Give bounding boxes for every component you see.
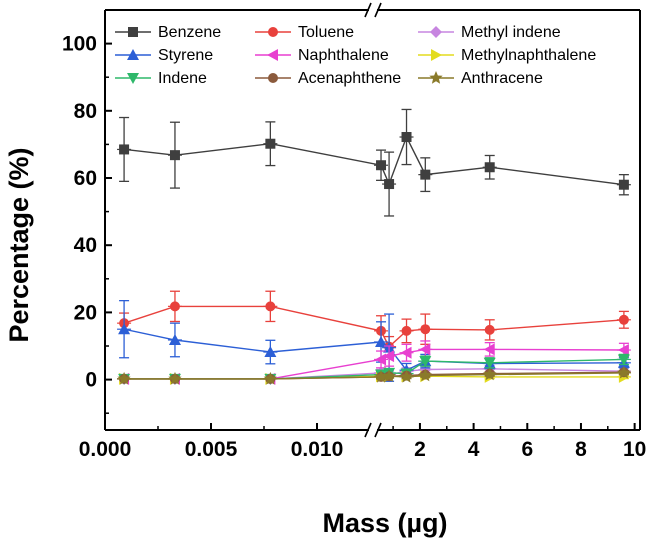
data-point-naphthalene [383,350,395,363]
y-tick-label: 60 [74,167,97,190]
data-point-indene [419,356,432,368]
data-point-indene [617,354,630,366]
axis-break-mark [374,2,382,18]
data-point-anthracene [382,369,396,382]
data-point-benzene [384,179,395,190]
series-styrene [117,299,631,382]
data-point-toluene [420,324,431,335]
legend-entry-acenaphthene: Acenaphthene [255,70,401,87]
legend-marker [431,49,442,61]
data-point-benzene [420,169,431,180]
data-point-benzene [119,144,130,155]
data-point-naphthalene [617,344,629,357]
data-point-toluene [265,301,276,312]
legend-entry-methylnaphthalene: Methylnaphthalene [418,47,596,64]
data-point-styrene [118,323,131,335]
series-line-benzene [124,135,624,186]
legend-marker [429,71,443,84]
data-point-anthracene [617,365,631,379]
legend-label: Benzene [158,24,221,41]
data-point-styrene [264,346,277,358]
y-axis-title: Percentage (%) [4,147,34,342]
series-anthracene [117,365,631,385]
legend-entry-toluene: Toluene [255,24,354,41]
legend-marker [268,73,278,83]
data-point-benzene [401,132,412,143]
legend-label: Naphthalene [298,47,389,64]
series-toluene [117,290,631,358]
legend-label: Toluene [298,24,354,41]
data-point-styrene [375,335,388,347]
y-tick-label: 80 [74,100,97,123]
data-point-anthracene [399,369,414,383]
legend: Benzene Toluene Methyl indene Styrene Naphth… [115,24,596,87]
data-point-benzene [265,138,276,149]
axis-break-mark [364,422,372,438]
series-line-toluene [123,305,624,348]
axis-break-mark [374,422,382,438]
data-point-anthracene [168,371,182,385]
legend-label: Indene [158,70,207,87]
legend-entry-benzene: Benzene [115,24,221,41]
x-tick-label: 0.005 [185,438,238,461]
axes-layer: 0 20 40 60 80 100 0.000 0.005 0.010 2 4 6 8 10 [62,2,646,461]
x-tick-label: 0.010 [291,438,344,461]
legend-label: Styrene [158,47,213,64]
data-point-naphthalene [483,343,495,356]
legend-entry-methyl-indene: Methyl indene [418,24,561,41]
data-point-anthracene [418,368,432,382]
data-point-benzene [169,150,180,161]
y-tick-label: 100 [62,33,97,56]
x-tick-label: 6 [521,438,533,461]
y-tick-label: 0 [85,369,97,392]
data-point-anthracene [483,367,497,381]
y-tick-label: 20 [74,301,97,324]
series-layer [117,108,631,385]
x-tick-label: 0.000 [79,438,132,461]
axis-break-mark [364,2,372,18]
data-point-toluene [401,325,412,336]
data-point-styrene [168,333,181,345]
x-axis-title: Mass (µg) [322,508,447,538]
data-point-benzene [618,179,629,190]
legend-entry-styrene: Styrene [115,47,213,64]
legend-marker [430,26,442,38]
x-tick-label: 2 [414,438,426,461]
data-point-indene [483,357,496,369]
legend-label: Methylnaphthalene [461,47,596,64]
series-benzene [117,108,631,217]
legend-entry-anthracene: Anthracene [418,70,543,87]
legend-label: Methyl indene [461,24,561,41]
data-point-anthracene [263,371,277,385]
legend-entry-indene: Indene [115,70,207,87]
data-point-benzene [484,162,495,173]
legend-marker [267,49,278,61]
data-point-benzene [376,160,387,171]
legend-label: Anthracene [461,70,543,87]
x-tick-label: 4 [468,438,480,461]
legend-marker [127,49,139,60]
x-tick-label: 10 [623,438,646,461]
data-point-anthracene [374,369,388,383]
legend-marker [128,27,138,37]
legend-entry-naphthalene: Naphthalene [255,47,389,64]
legend-label: Acenaphthene [298,70,401,87]
data-point-anthracene [117,371,131,385]
x-tick-label: 8 [575,438,587,461]
data-point-toluene [484,324,495,335]
data-point-toluene [618,314,629,325]
data-point-naphthalene [419,343,431,356]
legend-marker [268,27,278,37]
y-tick-label: 40 [74,234,97,257]
legend-marker [127,73,139,84]
data-point-toluene [169,301,180,312]
data-point-naphthalene [400,346,412,359]
